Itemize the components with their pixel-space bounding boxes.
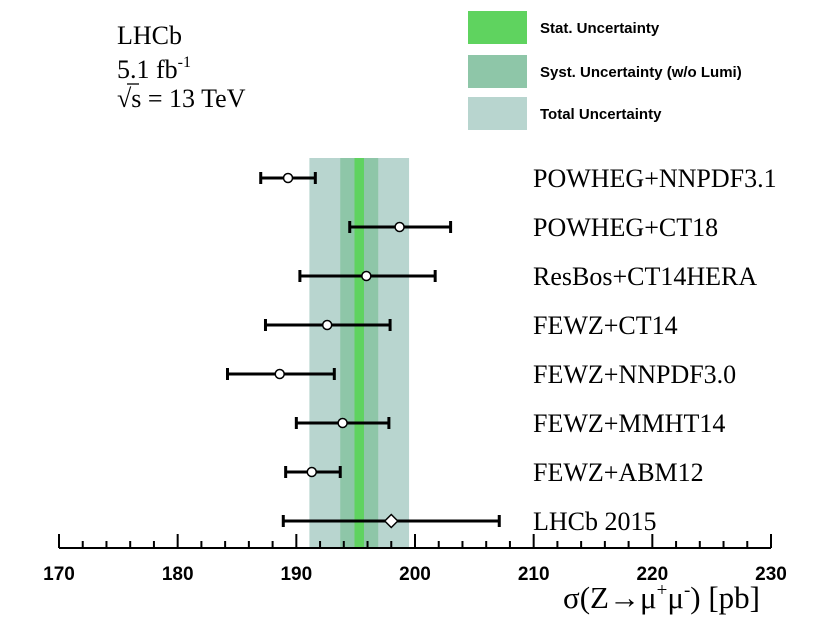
data-point-diamond bbox=[383, 513, 399, 529]
data-point-circle bbox=[282, 172, 294, 184]
prediction-row: ResBos+CT14HERA bbox=[298, 262, 757, 291]
prediction-label: FEWZ+MMHT14 bbox=[533, 409, 725, 438]
legend-swatch-stat bbox=[468, 11, 527, 44]
prediction-label: FEWZ+ABM12 bbox=[533, 458, 704, 487]
x-tick-label: 170 bbox=[43, 564, 75, 585]
prediction-row: FEWZ+ABM12 bbox=[284, 458, 704, 487]
uncertainty-bands bbox=[309, 158, 410, 548]
x-tick-label: 200 bbox=[399, 564, 431, 585]
luminosity-label: 5.1 fb-1 bbox=[117, 54, 191, 84]
x-tick-label: 190 bbox=[280, 564, 312, 585]
data-point-circle bbox=[394, 221, 405, 233]
data-point-circle bbox=[321, 319, 333, 331]
prediction-label: ResBos+CT14HERA bbox=[533, 262, 757, 291]
x-axis-label: σ(Z→μ+μ-) [pb] bbox=[563, 580, 760, 615]
stat-uncertainty-band bbox=[354, 158, 364, 548]
x-tick-label: 180 bbox=[162, 564, 194, 585]
prediction-label: LHCb 2015 bbox=[533, 507, 657, 536]
prediction-label: FEWZ+NNPDF3.0 bbox=[533, 360, 736, 389]
x-tick-label: 220 bbox=[636, 564, 668, 585]
prediction-points: POWHEG+NNPDF3.1 POWHEG+CT18 ResBos+CT14HER… bbox=[226, 164, 777, 536]
legend-swatch-total bbox=[468, 97, 527, 130]
experiment-info: LHCb 5.1 fb-1 √s = 13 TeV bbox=[117, 21, 246, 113]
prediction-row: FEWZ+NNPDF3.0 bbox=[226, 360, 736, 389]
data-point-circle bbox=[306, 466, 318, 478]
x-tick-label: 230 bbox=[755, 564, 787, 585]
prediction-label: POWHEG+NNPDF3.1 bbox=[533, 164, 777, 193]
prediction-row: LHCb 2015 bbox=[281, 507, 657, 536]
prediction-row: POWHEG+CT18 bbox=[348, 213, 718, 242]
prediction-label: FEWZ+CT14 bbox=[533, 311, 678, 340]
legend-label-stat: Stat. Uncertainty bbox=[540, 20, 660, 37]
data-point-circle bbox=[361, 270, 372, 282]
prediction-row: FEWZ+CT14 bbox=[263, 311, 678, 340]
prediction-label: POWHEG+CT18 bbox=[533, 213, 718, 242]
prediction-row: FEWZ+MMHT14 bbox=[294, 409, 725, 438]
experiment-name: LHCb bbox=[117, 21, 182, 50]
prediction-row: POWHEG+NNPDF3.1 bbox=[259, 164, 777, 193]
x-axis: 170 180 190 200 210 220 230 bbox=[43, 534, 787, 585]
legend-swatch-syst bbox=[468, 55, 527, 88]
energy-label: √s = 13 TeV bbox=[117, 84, 246, 113]
x-tick-label: 210 bbox=[518, 564, 550, 585]
data-point-circle bbox=[274, 368, 285, 380]
legend-label-total: Total Uncertainty bbox=[540, 106, 662, 123]
legend-label-syst: Syst. Uncertainty (w/o Lumi) bbox=[540, 64, 742, 81]
data-point-circle bbox=[337, 417, 348, 429]
legend: Stat. Uncertainty Syst. Uncertainty (w/o… bbox=[468, 11, 742, 130]
